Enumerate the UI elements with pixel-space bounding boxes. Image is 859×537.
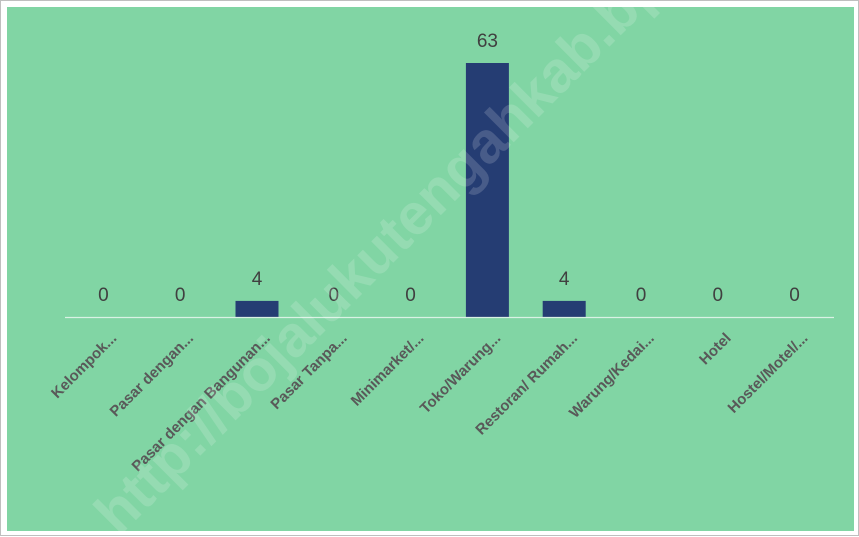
bars-layer [235,63,586,317]
data-label-0: 0 [98,285,109,306]
data-label-2: 4 [252,269,263,290]
data-label-1: 0 [175,285,186,306]
data-label-7: 0 [636,285,647,306]
bar-5 [465,63,509,317]
data-label-3: 0 [329,285,340,306]
data-label-6: 4 [559,269,570,290]
data-label-9: 0 [789,285,800,306]
plot-background [7,7,854,531]
bar-2 [235,300,279,317]
data-label-5: 63 [477,31,498,52]
data-labels-layer: 0 0 4 0 0 63 4 0 0 0 [98,31,800,306]
bar-6 [542,300,586,317]
data-label-4: 0 [405,285,416,306]
data-label-8: 0 [713,285,724,306]
